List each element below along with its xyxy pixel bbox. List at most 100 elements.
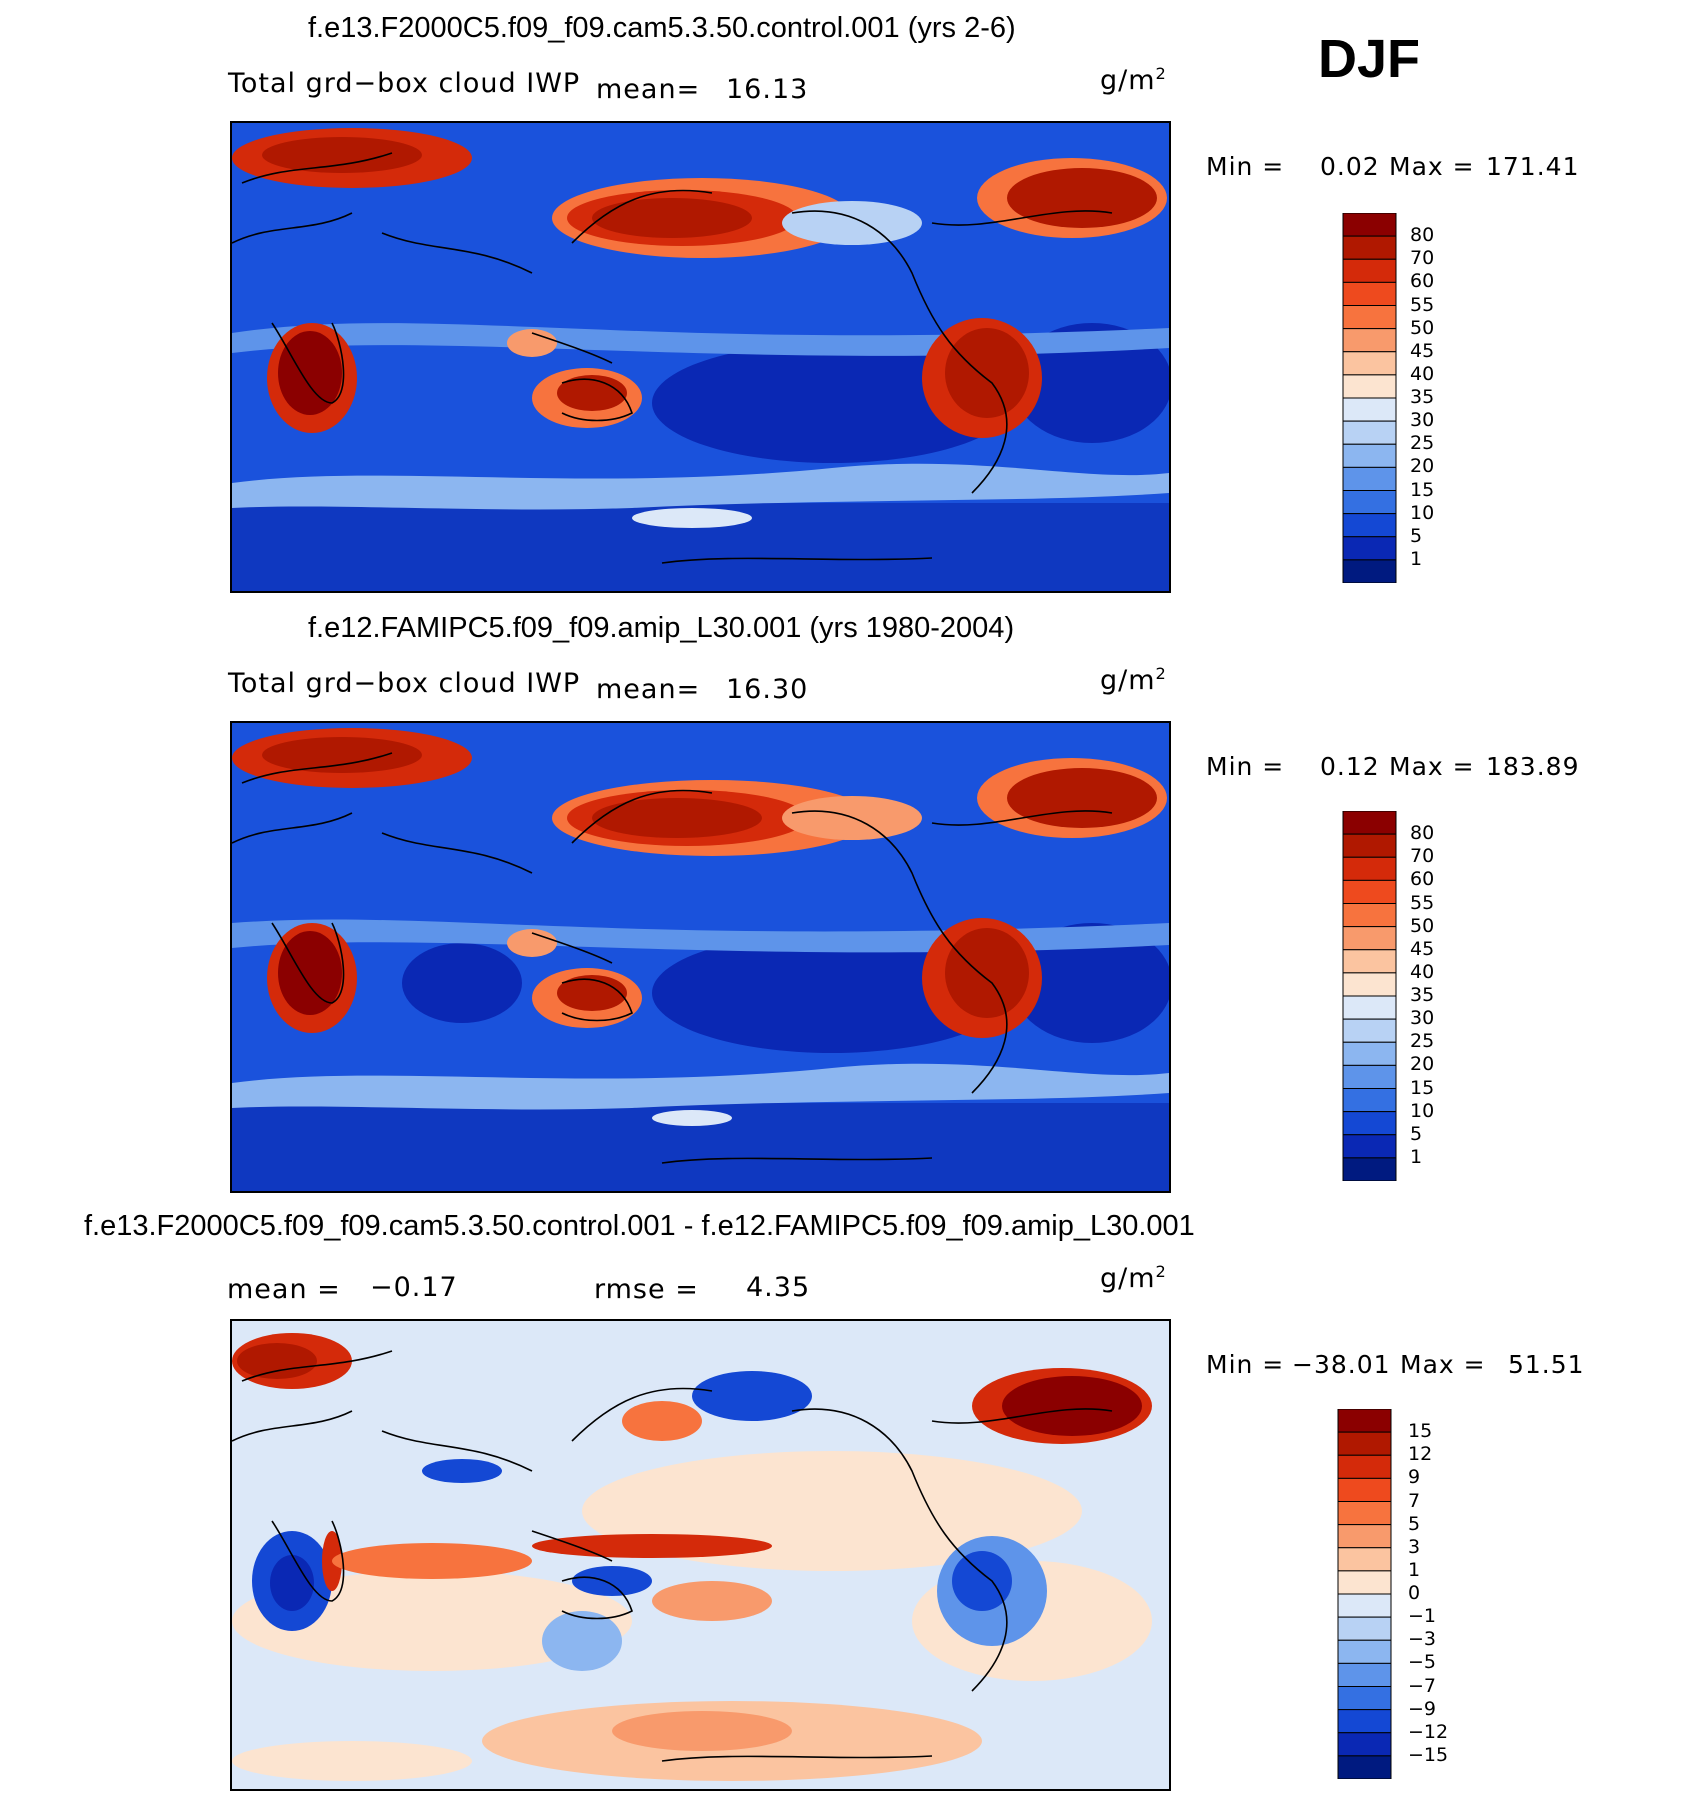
panel2-units: g/m2 (1100, 664, 1167, 696)
colorbar-swatch (1342, 235, 1397, 260)
colorbar-tick-label: 1 (1410, 547, 1423, 570)
panel1-mean-value: 16.13 (726, 74, 809, 105)
colorbar-swatch (1337, 1524, 1392, 1549)
colorbar-swatch (1342, 490, 1397, 515)
panel3-min-label: Min = (1206, 1350, 1285, 1379)
colorbar-swatch (1342, 1088, 1397, 1113)
colorbar-swatch (1337, 1570, 1392, 1595)
colorbar-tick-label: 0 (1408, 1582, 1421, 1604)
colorbar-swatch (1342, 1157, 1397, 1182)
panel3-mean-label: mean = (227, 1274, 341, 1305)
panel1-units: g/m2 (1100, 64, 1167, 96)
panel3-max-value: 51.51 (1508, 1350, 1585, 1379)
colorbar-tick-label: 15 (1410, 1076, 1435, 1099)
colorbar-tick-label: −1 (1408, 1605, 1437, 1628)
panel3-mean-value: −0.17 (370, 1272, 458, 1303)
colorbar-swatch (1342, 1064, 1397, 1089)
colorbar-tick-label: 60 (1410, 868, 1435, 891)
colorbar-swatch (1337, 1639, 1392, 1664)
colorbar-swatch (1337, 1477, 1392, 1502)
colorbar-tick-label: 1 (1408, 1558, 1421, 1581)
colorbar-tick-label: 60 (1410, 270, 1435, 293)
colorbar-swatch (1342, 559, 1397, 584)
colorbar-swatch (1342, 258, 1397, 283)
colorbar-swatch (1342, 420, 1397, 445)
colorbar-tick-label: 80 (1410, 822, 1435, 845)
colorbar-tick-label: 12 (1408, 1443, 1433, 1466)
panel2-mean-value: 16.30 (726, 674, 809, 705)
panel2-max-label: Max = (1389, 752, 1475, 781)
panel1-max-value: 171.41 (1486, 152, 1580, 181)
panel3-max-label: Max = (1400, 1350, 1486, 1379)
colorbar-swatch (1342, 1134, 1397, 1159)
colorbar-swatch (1342, 833, 1397, 858)
colorbar-tick-label: 50 (1410, 914, 1435, 937)
season-label: DJF (1318, 29, 1421, 89)
colorbar-tick-label: −5 (1408, 1651, 1437, 1674)
colorbar-swatch (1342, 879, 1397, 904)
colorbar-swatch (1342, 856, 1397, 881)
colorbar-swatch (1337, 1408, 1392, 1433)
colorbar-tick-label: 7 (1408, 1489, 1421, 1512)
colorbar-swatch (1342, 443, 1397, 468)
colorbar-swatch (1342, 466, 1397, 491)
colorbar-tick-label: 40 (1410, 960, 1435, 983)
colorbar-tick-label: 5 (1410, 524, 1423, 547)
colorbar-swatch (1337, 1593, 1392, 1618)
panel2-min-label: Min = (1206, 752, 1285, 781)
colorbar-swatch (1337, 1431, 1392, 1456)
panel3-min-value: −38.01 (1292, 1350, 1391, 1379)
colorbar-tick-label: 15 (1408, 1420, 1433, 1443)
colorbar-swatch (1337, 1616, 1392, 1641)
colorbar-swatch (1342, 995, 1397, 1020)
colorbar-tick-label: −7 (1408, 1674, 1437, 1697)
panel1-colorbar (1342, 212, 1397, 584)
colorbar-swatch (1337, 1686, 1392, 1711)
colorbar-tick-label: 30 (1410, 409, 1435, 432)
colorbar-swatch (1342, 949, 1397, 974)
colorbar-tick-label: 80 (1410, 224, 1435, 247)
panel3-rmse-value: 4.35 (746, 1272, 811, 1303)
colorbar-tick-label: 45 (1410, 339, 1435, 362)
panel2-variable-label: Total grd−box cloud IWP (228, 668, 581, 699)
colorbar-swatch (1337, 1547, 1392, 1572)
panel2-map (230, 721, 1171, 1193)
colorbar-tick-label: 35 (1410, 984, 1435, 1006)
colorbar-swatch (1342, 513, 1397, 538)
colorbar-swatch (1342, 328, 1397, 353)
panel3-units: g/m2 (1100, 1262, 1167, 1294)
colorbar-tick-label: 45 (1410, 937, 1435, 960)
colorbar-swatch (1342, 397, 1397, 422)
panel1-variable-label: Total grd−box cloud IWP (228, 68, 581, 99)
colorbar-swatch (1337, 1709, 1392, 1734)
panel1-min-label: Min = (1206, 152, 1285, 181)
colorbar-tick-label: 55 (1410, 293, 1435, 316)
colorbar-tick-label: 20 (1410, 455, 1435, 478)
colorbar-swatch (1342, 281, 1397, 306)
colorbar-tick-label: 30 (1410, 1007, 1435, 1030)
colorbar-swatch (1337, 1755, 1392, 1780)
colorbar-tick-label: 10 (1410, 501, 1435, 524)
colorbar-swatch (1342, 1041, 1397, 1066)
panel3-map (230, 1319, 1171, 1791)
colorbar-swatch (1342, 926, 1397, 951)
colorbar-swatch (1342, 536, 1397, 561)
colorbar-tick-label: 3 (1408, 1535, 1421, 1558)
colorbar-swatch (1342, 1018, 1397, 1043)
colorbar-tick-label: 40 (1410, 362, 1435, 385)
panel2-max-value: 183.89 (1486, 752, 1580, 781)
colorbar-tick-label: −9 (1408, 1697, 1437, 1720)
panel1-max-label: Max = (1389, 152, 1475, 181)
colorbar-tick-label: 9 (1408, 1466, 1421, 1489)
colorbar-swatch (1342, 351, 1397, 376)
colorbar-tick-label: 15 (1410, 478, 1435, 501)
colorbar-tick-label: 50 (1410, 316, 1435, 339)
colorbar-swatch (1342, 903, 1397, 928)
colorbar-tick-label: 5 (1410, 1122, 1423, 1145)
colorbar-tick-label: −12 (1408, 1720, 1449, 1743)
panel1-map (230, 121, 1171, 593)
colorbar-swatch (1337, 1454, 1392, 1479)
panel3-colorbar (1337, 1408, 1392, 1780)
colorbar-tick-label: 5 (1408, 1512, 1421, 1535)
panel1-title: f.e13.F2000C5.f09_f09.cam5.3.50.control.… (308, 12, 1016, 44)
